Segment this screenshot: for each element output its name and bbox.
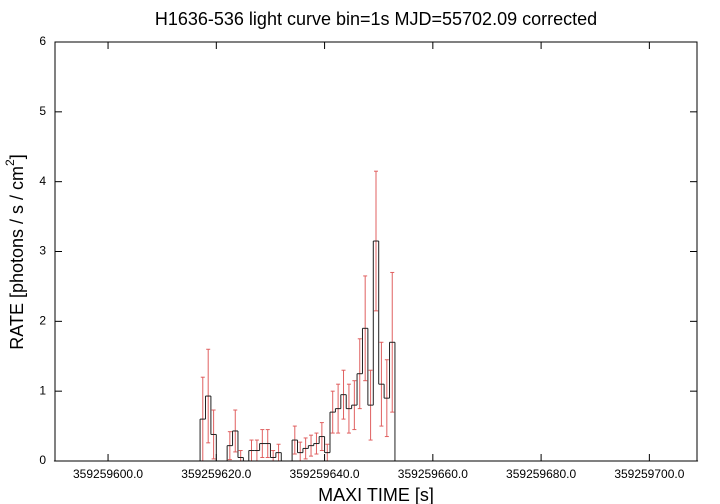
y-tick-label: 5 [39,104,46,118]
chart-title: H1636-536 light curve bin=1s MJD=55702.0… [155,9,597,29]
x-axis-label: MAXI TIME [s] [318,485,434,504]
x-tick-label: 359259700.0 [614,467,684,481]
y-tick-label: 2 [39,314,46,328]
y-label-sup: 2 [3,159,17,166]
error-bar [271,450,276,462]
y-axis-label: RATE [photons / s / cm2] [3,154,27,349]
error-bar [298,441,303,462]
plot-frame [54,41,698,462]
x-tick-label: 359259680.0 [506,467,576,481]
x-tick-label: 359259640.0 [290,467,360,481]
y-label-end: ] [7,154,27,159]
x-tick-label: 359259620.0 [181,467,251,481]
y-tick-label: 6 [39,34,46,48]
y-tick-label: 0 [39,453,46,467]
y-tick-label: 4 [39,174,46,188]
x-tick-label: 359259660.0 [398,467,468,481]
y-tick-label: 3 [39,244,46,258]
x-tick-label: 359259600.0 [73,467,143,481]
error-bar [238,450,243,462]
y-label-text: RATE [photons / s / cm [7,166,27,350]
y-tick-label: 1 [39,383,46,397]
